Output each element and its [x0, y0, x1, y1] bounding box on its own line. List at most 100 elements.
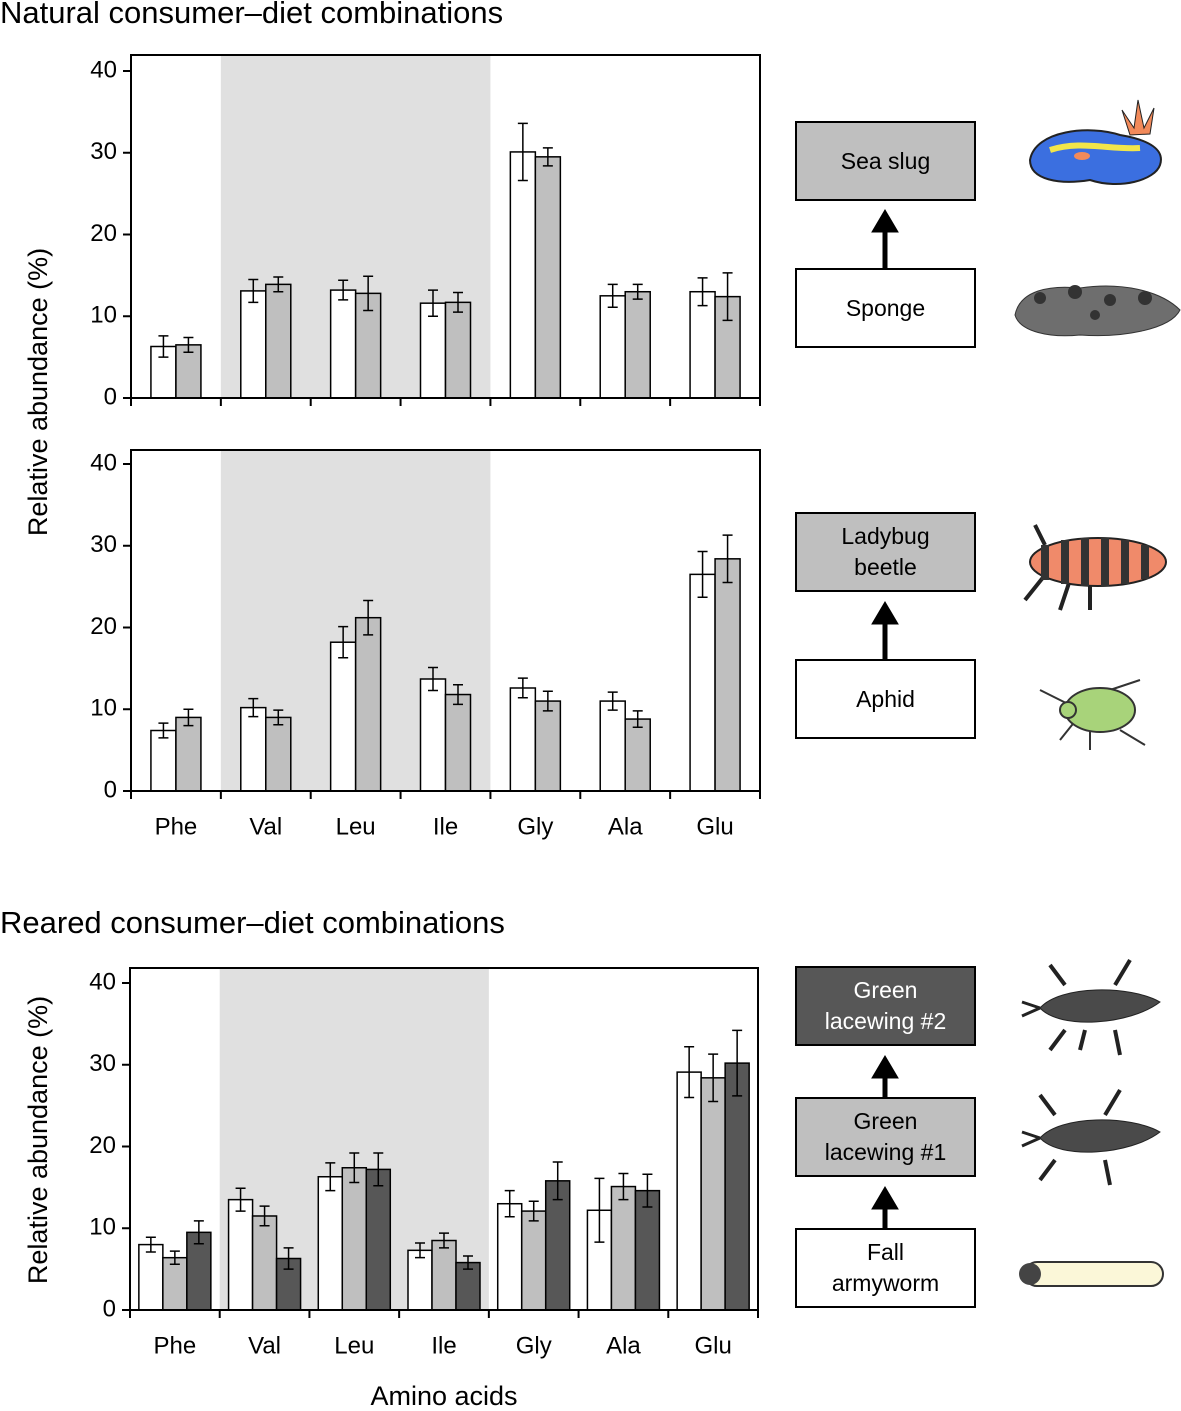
error-bar — [338, 279, 349, 301]
error-bar — [363, 275, 374, 312]
bar — [365, 1168, 392, 1311]
error-bar — [463, 1255, 473, 1270]
bar — [610, 1185, 637, 1311]
x-tick-label: Ala — [606, 1332, 641, 1359]
armyworm-icon — [1019, 1261, 1164, 1287]
bar — [509, 151, 537, 399]
error-bar — [632, 283, 643, 300]
y-axis-label: Relative abundance (%) — [23, 996, 53, 1284]
aphid-icon — [1039, 679, 1146, 750]
legend-label: Aphid — [856, 685, 915, 712]
plot-frame — [130, 449, 761, 792]
bar — [240, 706, 267, 792]
y-tick-label: 0 — [104, 383, 117, 410]
bar — [509, 687, 537, 792]
y-tick-label: 30 — [90, 138, 117, 165]
bar — [317, 1175, 344, 1311]
y-tick-label: 30 — [89, 1050, 116, 1077]
legend-label: Green lacewing #2 — [824, 977, 947, 1034]
error-bar — [697, 550, 708, 599]
error-bar — [158, 335, 169, 358]
food-chain-box: Green lacewing #1 — [795, 1097, 976, 1177]
error-bar — [528, 1200, 539, 1222]
x-tick-label: Phe — [155, 813, 198, 840]
bar — [265, 283, 292, 399]
x-tick-label: Gly — [516, 1332, 552, 1359]
x-tick-label: Val — [249, 813, 282, 840]
y-tick-label: 30 — [90, 531, 117, 558]
x-axis-label: Amino acids — [370, 1381, 517, 1411]
error-bar — [517, 122, 528, 182]
y-tick-label: 40 — [90, 449, 117, 476]
error-bar — [235, 1187, 246, 1212]
x-tick-label: Glu — [694, 1332, 731, 1359]
x-tick-label: Gly — [517, 813, 553, 840]
bar — [444, 693, 472, 792]
error-bar — [183, 708, 194, 727]
y-tick-label: 20 — [90, 220, 117, 247]
error-bar — [697, 277, 708, 307]
error-bar — [428, 289, 438, 317]
bar — [240, 290, 267, 399]
error-bar — [259, 1205, 270, 1227]
bar — [265, 716, 292, 792]
error-bar — [273, 276, 284, 293]
error-bar — [415, 1242, 425, 1259]
food-chain-box: Sea slug — [795, 121, 976, 201]
error-bar — [732, 1029, 743, 1097]
error-bar — [428, 666, 438, 692]
bar — [634, 1189, 661, 1311]
food-chain-box: Green lacewing #2 — [795, 966, 976, 1046]
section-title: Reared consumer–diet combinations — [0, 905, 505, 940]
error-bar — [618, 1172, 629, 1201]
error-bar — [325, 1162, 336, 1192]
x-tick-label: Glu — [696, 813, 733, 840]
bar — [419, 302, 447, 399]
section-title: Natural consumer–diet combinations — [0, 0, 503, 30]
bar — [599, 700, 626, 792]
y-tick-label: 10 — [90, 302, 117, 329]
bar — [227, 1198, 254, 1311]
food-chain-box: Ladybug beetle — [795, 512, 976, 592]
x-tick-label: Ile — [431, 1332, 456, 1359]
error-bar — [338, 625, 349, 659]
bar — [520, 1210, 547, 1311]
x-tick-label: Leu — [334, 1332, 374, 1359]
bar — [544, 1180, 571, 1311]
error-bar — [607, 283, 618, 309]
x-tick-label: Phe — [154, 1332, 197, 1359]
bar — [689, 573, 716, 792]
y-tick-label: 10 — [89, 1214, 116, 1241]
error-bar — [349, 1152, 360, 1184]
bar — [534, 156, 562, 399]
error-bar — [722, 534, 733, 584]
bar — [624, 290, 651, 399]
error-bar — [504, 1189, 515, 1218]
error-bar — [273, 709, 284, 726]
error-bar — [439, 1232, 449, 1249]
bar — [354, 616, 382, 792]
food-chain-box: Fall armyworm — [795, 1228, 976, 1308]
bar — [431, 1239, 457, 1311]
error-bar — [145, 1236, 156, 1253]
bar — [138, 1243, 164, 1311]
legend-label: Sponge — [845, 294, 926, 321]
arrows — [871, 209, 899, 1228]
bar — [534, 700, 562, 792]
error-bar — [517, 677, 528, 699]
plot-frame — [130, 54, 761, 399]
bar — [251, 1215, 278, 1311]
x-tick-label: Ile — [433, 813, 458, 840]
error-bar — [248, 697, 259, 718]
bar — [329, 289, 357, 399]
x-tick-label: Ala — [608, 813, 643, 840]
bar — [419, 678, 447, 792]
bar — [329, 641, 357, 792]
bar — [341, 1167, 368, 1311]
error-bar — [542, 690, 553, 712]
plot-frame — [129, 967, 759, 1311]
bar — [689, 290, 716, 399]
legend-label: Green lacewing #1 — [824, 1108, 947, 1165]
